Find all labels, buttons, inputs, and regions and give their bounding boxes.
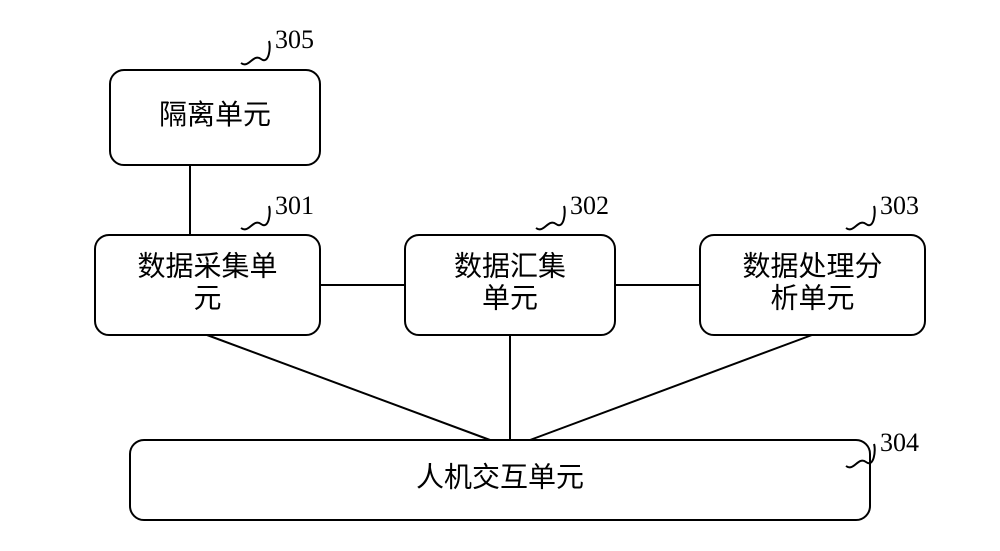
- block-diagram: 隔离单元 305 数据采集单元 301 数据汇集单元 302 数据处理分析单元 303 人机交互…: [0, 0, 1000, 551]
- node-n304-ref: 304: [880, 428, 919, 457]
- node-n302-ref: 302: [570, 191, 609, 220]
- node-n302-lead-line: [536, 206, 565, 229]
- node-n302-label: 单元: [482, 283, 538, 315]
- node-n305: 隔离单元 305: [110, 25, 320, 165]
- node-n301-label: 数据采集单: [137, 250, 277, 282]
- edge-n303-n304: [530, 335, 812, 440]
- node-n305-ref: 305: [275, 25, 314, 54]
- node-n304-label: 人机交互单元: [416, 461, 584, 493]
- node-n304: 人机交互单元 304: [130, 428, 919, 520]
- node-n302-label: 数据汇集: [454, 250, 566, 282]
- node-n302: 数据汇集单元 302: [405, 191, 615, 335]
- node-n305-lead-line: [241, 41, 270, 64]
- node-n301-label: 元: [193, 284, 221, 315]
- node-n303-label: 数据处理分: [742, 250, 882, 282]
- node-n303-ref: 303: [880, 191, 919, 220]
- node-n303-label: 析单元: [770, 283, 854, 315]
- node-n301: 数据采集单元 301: [95, 191, 320, 335]
- node-n301-ref: 301: [275, 191, 314, 220]
- node-n303: 数据处理分析单元 303: [700, 191, 925, 335]
- node-n305-label: 隔离单元: [159, 99, 271, 131]
- node-n301-lead-line: [241, 206, 270, 229]
- node-n303-lead-line: [846, 206, 875, 229]
- edge-n301-n304: [207, 335, 490, 440]
